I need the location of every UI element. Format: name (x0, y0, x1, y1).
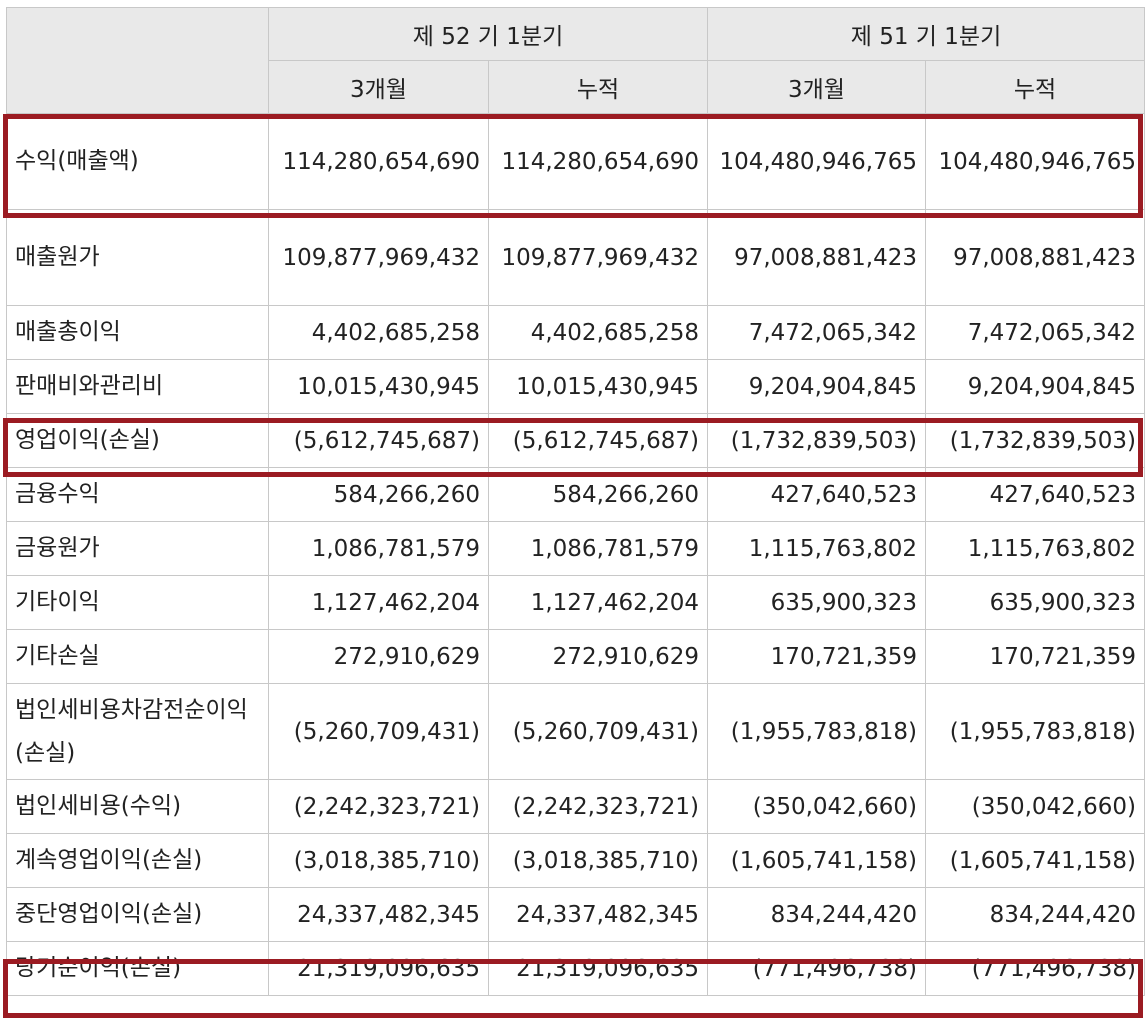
cell-value: 272,910,629 (488, 629, 708, 684)
header-period-current: 제 52 기 1분기 (268, 7, 708, 61)
cell-value: 21,319,096,635 (488, 941, 708, 996)
row-label: 매출총이익 (6, 305, 269, 360)
table-row: 영업이익(손실) (5,612,745,687) (5,612,745,687)… (6, 413, 1145, 468)
cell-value: 635,900,323 (707, 575, 926, 630)
cell-value: 1,127,462,204 (268, 575, 489, 630)
header-current-3month: 3개월 (268, 60, 489, 114)
cell-value: (771,496,738) (925, 941, 1145, 996)
cell-value: 272,910,629 (268, 629, 489, 684)
row-label: 계속영업이익(손실) (6, 833, 269, 888)
row-label: 영업이익(손실) (6, 413, 269, 468)
cell-value: (350,042,660) (925, 779, 1145, 834)
cell-value: (3,018,385,710) (488, 833, 708, 888)
header-previous-3month: 3개월 (707, 60, 926, 114)
cell-value: 584,266,260 (488, 467, 708, 522)
cell-value: 24,337,482,345 (268, 887, 489, 942)
table-row: 기타손실 272,910,629 272,910,629 170,721,359… (6, 629, 1145, 684)
row-label: 중단영업이익(손실) (6, 887, 269, 942)
table-row: 매출원가 109,877,969,432 109,877,969,432 97,… (6, 209, 1145, 306)
cell-value: 1,127,462,204 (488, 575, 708, 630)
cell-value: 7,472,065,342 (925, 305, 1145, 360)
cell-value: 114,280,654,690 (268, 113, 489, 210)
table-row: 당기순이익(손실) 21,319,096,635 21,319,096,635 … (6, 941, 1145, 996)
row-label: 법인세비용차감전순이익(손실) (6, 683, 269, 780)
table-row: 법인세비용차감전순이익(손실) (5,260,709,431) (5,260,7… (6, 683, 1145, 780)
table-row: 중단영업이익(손실) 24,337,482,345 24,337,482,345… (6, 887, 1145, 942)
cell-value: 834,244,420 (925, 887, 1145, 942)
cell-value: 4,402,685,258 (268, 305, 489, 360)
table-row: 계속영업이익(손실) (3,018,385,710) (3,018,385,71… (6, 833, 1145, 888)
cell-value: (350,042,660) (707, 779, 926, 834)
cell-value: 834,244,420 (707, 887, 926, 942)
table-row: 금융수익 584,266,260 584,266,260 427,640,523… (6, 467, 1145, 522)
cell-value: (1,732,839,503) (707, 413, 926, 468)
cell-value: 427,640,523 (925, 467, 1145, 522)
row-label: 당기순이익(손실) (6, 941, 269, 996)
cell-value: (1,955,783,818) (925, 683, 1145, 780)
cell-value: (1,605,741,158) (925, 833, 1145, 888)
cell-value: 109,877,969,432 (488, 209, 708, 306)
cell-value: (1,605,741,158) (707, 833, 926, 888)
row-label: 법인세비용(수익) (6, 779, 269, 834)
cell-value: (1,955,783,818) (707, 683, 926, 780)
header-current-cumulative: 누적 (488, 60, 708, 114)
cell-value: 1,086,781,579 (268, 521, 489, 576)
cell-value: 9,204,904,845 (925, 359, 1145, 414)
cell-value: 21,319,096,635 (268, 941, 489, 996)
row-label: 금융원가 (6, 521, 269, 576)
cell-value: (5,260,709,431) (488, 683, 708, 780)
cell-value: 170,721,359 (925, 629, 1145, 684)
table-row: 금융원가 1,086,781,579 1,086,781,579 1,115,7… (6, 521, 1145, 576)
cell-value: 4,402,685,258 (488, 305, 708, 360)
header-previous-cumulative: 누적 (925, 60, 1145, 114)
cell-value: 170,721,359 (707, 629, 926, 684)
cell-value: 24,337,482,345 (488, 887, 708, 942)
cell-value: (1,732,839,503) (925, 413, 1145, 468)
cell-value: (2,242,323,721) (488, 779, 708, 834)
row-label: 기타이익 (6, 575, 269, 630)
table-row: 판매비와관리비 10,015,430,945 10,015,430,945 9,… (6, 359, 1145, 414)
row-label: 매출원가 (6, 209, 269, 306)
cell-value: (3,018,385,710) (268, 833, 489, 888)
cell-value: 104,480,946,765 (707, 113, 926, 210)
cell-value: 97,008,881,423 (925, 209, 1145, 306)
row-label: 판매비와관리비 (6, 359, 269, 414)
cell-value: 114,280,654,690 (488, 113, 708, 210)
table-row: 기타이익 1,127,462,204 1,127,462,204 635,900… (6, 575, 1145, 630)
cell-value: 10,015,430,945 (268, 359, 489, 414)
table-row: 매출총이익 4,402,685,258 4,402,685,258 7,472,… (6, 305, 1145, 360)
cell-value: (5,612,745,687) (268, 413, 489, 468)
cell-value: (2,242,323,721) (268, 779, 489, 834)
cell-value: 1,086,781,579 (488, 521, 708, 576)
cell-value: (5,260,709,431) (268, 683, 489, 780)
table-row: 수익(매출액) 114,280,654,690 114,280,654,690 … (6, 113, 1145, 210)
row-label: 기타손실 (6, 629, 269, 684)
row-label: 금융수익 (6, 467, 269, 522)
table-row: 법인세비용(수익) (2,242,323,721) (2,242,323,721… (6, 779, 1145, 834)
cell-value: 584,266,260 (268, 467, 489, 522)
cell-value: 1,115,763,802 (707, 521, 926, 576)
cell-value: 9,204,904,845 (707, 359, 926, 414)
income-statement-table: 제 52 기 1분기 제 51 기 1분기 3개월 누적 3개월 누적 수익(매… (6, 7, 1145, 996)
cell-value: 10,015,430,945 (488, 359, 708, 414)
row-label: 수익(매출액) (6, 113, 269, 210)
cell-value: 97,008,881,423 (707, 209, 926, 306)
cell-value: 7,472,065,342 (707, 305, 926, 360)
cell-value: 109,877,969,432 (268, 209, 489, 306)
header-corner (6, 7, 269, 114)
cell-value: 104,480,946,765 (925, 113, 1145, 210)
cell-value: (5,612,745,687) (488, 413, 708, 468)
cell-value: 635,900,323 (925, 575, 1145, 630)
header-period-previous: 제 51 기 1분기 (707, 7, 1145, 61)
cell-value: 1,115,763,802 (925, 521, 1145, 576)
cell-value: (771,496,738) (707, 941, 926, 996)
cell-value: 427,640,523 (707, 467, 926, 522)
